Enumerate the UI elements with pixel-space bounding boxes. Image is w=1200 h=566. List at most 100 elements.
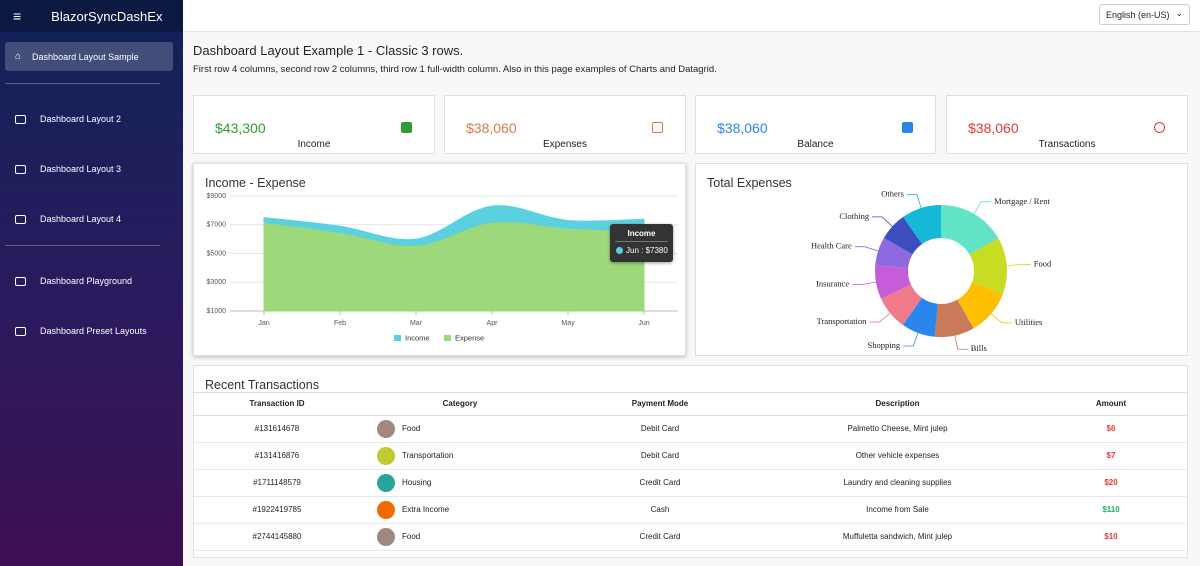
x-tick-label: Apr — [487, 320, 499, 327]
card-label: Income — [297, 139, 331, 150]
cell: Credit Card — [560, 469, 760, 497]
x-tick-label: Mar — [410, 320, 423, 327]
cell: Food — [360, 415, 560, 443]
connector — [903, 332, 919, 347]
slice — [903, 205, 941, 244]
y-tick-label: $1000 — [207, 308, 227, 315]
cell: Food — [360, 523, 560, 551]
nav-label: Dashboard Layout 3 — [40, 164, 122, 174]
amount: $110 — [1035, 496, 1187, 524]
category-label: Transportation — [402, 451, 454, 460]
legend-swatch — [444, 335, 451, 341]
x-tick-label: May — [561, 320, 575, 327]
connector — [869, 312, 891, 323]
row: #2744145880 Food Credit Card Muffuletta san… — [194, 523, 1187, 551]
slice — [957, 282, 1003, 329]
language-select[interactable]: English (en-US) ⌄ — [1099, 4, 1190, 25]
category: Extra Income — [361, 500, 559, 519]
connector — [991, 313, 1012, 324]
tooltip-text: Jun : $7380 — [626, 246, 668, 255]
category-icon — [377, 419, 395, 438]
slice-label: Health Care — [811, 241, 852, 251]
chart-panel: Total Expenses Mortgage / Rent Food Utilit… — [695, 163, 1188, 356]
cell: Housing — [360, 469, 560, 497]
nav-item[interactable]: Dashboard Layout 3 — [0, 160, 183, 178]
category: Transportation — [361, 446, 559, 465]
area-chart: $1000 $3000 $5000 $7000 $9000 Jan Feb Mar Apr May… — [207, 193, 678, 342]
cell: Extra Income — [360, 496, 560, 524]
x-tick-label: Jun — [638, 320, 649, 327]
y-tick-label: $5000 — [207, 250, 227, 257]
nav-item[interactable]: Dashboard Playground — [0, 272, 183, 290]
slice-label: Insurance — [816, 278, 849, 288]
icon — [652, 122, 663, 133]
slice — [875, 237, 913, 268]
nav-item[interactable]: ⌂ Dashboard Layout Sample — [5, 42, 173, 71]
sidebar: ≡ BlazorSyncDashEx ⌂ Dashboard Layout Samp… — [0, 0, 183, 566]
nav-item[interactable]: Dashboard Layout 4 — [0, 210, 183, 228]
slice-label: Utilities — [1015, 317, 1042, 327]
category-label: Food — [402, 424, 421, 433]
connector — [852, 281, 877, 285]
slice-label: Bills — [971, 343, 987, 353]
menu-toggle[interactable]: ≡ — [13, 8, 22, 24]
table-panel: Recent Transactions Transaction ID Catego… — [193, 365, 1188, 558]
connector — [854, 246, 879, 252]
category-icon — [377, 527, 395, 546]
area — [263, 222, 645, 312]
legend-label: Expense — [455, 333, 484, 342]
chart-title: Total Expenses — [707, 176, 792, 190]
cell: Cash — [560, 496, 760, 524]
cell: Laundry and cleaning supplies — [760, 469, 1035, 497]
cell: #1711148579 — [194, 469, 360, 497]
table: Transaction ID Category Payment Mode Descri… — [194, 393, 1187, 551]
cell: Debit Card — [560, 442, 760, 470]
card-value: $43,300 — [215, 120, 266, 136]
x-tick-label: Feb — [334, 320, 346, 327]
slice-label: Food — [1034, 258, 1052, 268]
nav-label: Dashboard Layout 4 — [40, 214, 122, 224]
slice — [883, 216, 923, 255]
category-label: Food — [402, 532, 421, 541]
page-subtitle: First row 4 columns, second row 2 column… — [193, 64, 717, 75]
connector — [1006, 264, 1031, 267]
table-title: Recent Transactions — [205, 378, 319, 392]
nav-item[interactable]: Dashboard Layout 2 — [0, 110, 183, 128]
card-value: $38,060 — [466, 120, 517, 136]
nav-item[interactable]: Dashboard Preset Layouts — [0, 322, 183, 340]
amount: $10 — [1035, 523, 1187, 551]
icon — [902, 122, 913, 133]
language: English (en-US) — [1106, 10, 1170, 20]
column-header: Payment Mode — [560, 393, 760, 416]
amount: $7 — [1035, 442, 1187, 470]
nav-label: Dashboard Layout Sample — [32, 51, 139, 62]
category-icon — [377, 446, 395, 465]
amount: $20 — [1035, 469, 1187, 497]
card: $43,300 Income — [193, 95, 435, 154]
cell: Credit Card — [560, 523, 760, 551]
page-title: Dashboard Layout Example 1 - Classic 3 r… — [193, 43, 464, 58]
card-label: Transactions — [1038, 139, 1096, 150]
y-tick-label: $9000 — [207, 193, 227, 200]
column-header: Transaction ID — [194, 393, 360, 416]
legend-label: Income — [405, 333, 430, 342]
card-value: $38,060 — [968, 120, 1019, 136]
cell: Other vehicle expenses — [760, 442, 1035, 470]
row: #131614678 Food Debit Card Palmetto Cheese,… — [194, 415, 1187, 443]
card-value: $38,060 — [717, 120, 768, 136]
connector — [954, 335, 968, 350]
slice-label: Transportation — [817, 316, 867, 326]
brand: BlazorSyncDashEx — [51, 8, 163, 24]
category: Food — [361, 527, 559, 546]
column-header: Amount — [1035, 393, 1187, 416]
grid: Transaction ID Category Payment Mode Descri… — [194, 392, 1187, 551]
row: #131416876 Transportation Debit Card Other … — [194, 442, 1187, 470]
category-label: Housing — [402, 478, 432, 487]
card: $38,060 Expenses — [444, 95, 686, 154]
chart-panel: Income - Expense $1000 $3000 $5000 $7000 $90… — [193, 163, 686, 356]
card: $38,060 Balance — [695, 95, 936, 154]
cell: #2744145880 — [194, 523, 360, 551]
y-tick-label: $3000 — [207, 279, 227, 286]
cell: #1922419785 — [194, 496, 360, 524]
brand-bar: ≡ BlazorSyncDashEx — [0, 0, 183, 32]
